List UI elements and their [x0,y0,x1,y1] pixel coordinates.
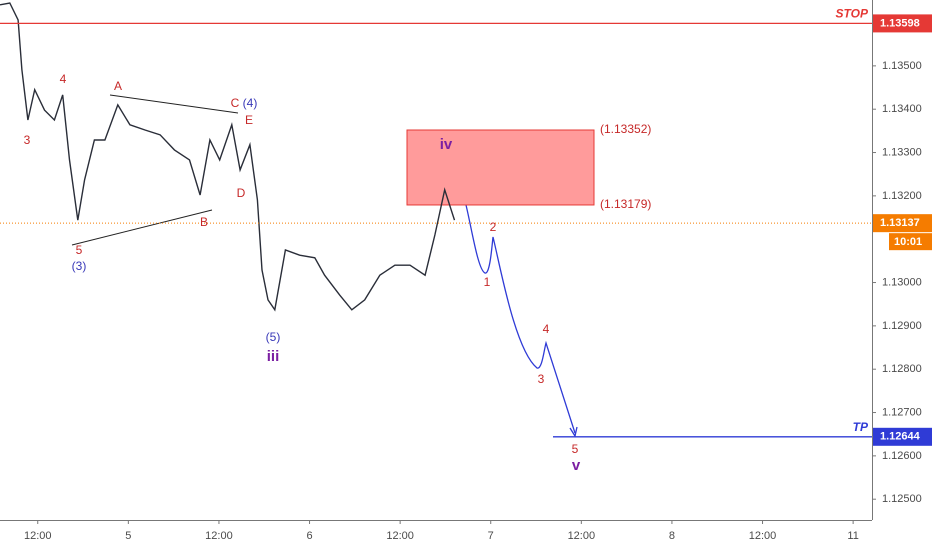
wave-label: 2 [490,220,497,234]
x-tick-label: 6 [306,530,312,542]
wave-label: 5 [76,243,83,257]
y-tick-label: 1.13500 [882,60,922,72]
wave-label: A [114,79,122,93]
y-tick-label: 1.12500 [882,493,922,505]
x-tick-label: 12:00 [24,530,52,542]
countdown-label: 10:01 [894,236,922,248]
wave-label: B [200,215,208,229]
x-tick-label: 12:00 [205,530,233,542]
y-tick-label: 1.12700 [882,406,922,418]
level-label: 1.13598 [880,17,920,29]
level-name: STOP [836,7,869,21]
y-tick-label: 1.13000 [882,276,922,288]
last-price-box [873,214,932,233]
level-box [873,14,932,33]
wave-label: (5) [266,330,281,344]
last-price-label: 1.13137 [880,217,920,229]
x-tick-label: 12:00 [386,530,414,542]
level-label: 1.12644 [880,431,921,443]
trend-line [109,94,239,114]
countdown-box [889,233,932,251]
x-tick-label: 12:00 [568,530,596,542]
zone-top-label: (1.13352) [600,122,651,136]
wave-label: E [245,113,253,127]
wave-label: 4 [60,72,67,86]
wave-label: 3 [24,133,31,147]
wave-label: C [231,96,240,110]
wave-label: v [572,457,581,474]
wave-label: iv [440,136,453,153]
level-box [873,427,932,446]
wave-label: 1 [484,275,491,289]
x-tick-label: 5 [125,530,131,542]
wave-label: iii [267,348,280,365]
zone-bottom-label: (1.13179) [600,197,651,211]
trend-line [71,209,213,246]
wave-label: D [237,186,246,200]
wave-label: 4 [543,322,550,336]
forecast-arrow [569,426,578,438]
y-tick-label: 1.12800 [882,363,922,375]
wave-label: 5 [572,442,579,456]
x-tick-label: 11 [847,530,858,542]
wave-label: 3 [538,372,545,386]
forecast-path [465,204,576,434]
y-tick-label: 1.12600 [882,450,922,462]
level-name: TP [853,420,869,434]
wave-label: (3) [72,259,87,273]
x-tick-label: 7 [488,530,494,542]
y-tick-label: 1.13200 [882,190,922,202]
x-tick-label: 12:00 [749,530,777,542]
x-tick-label: 8 [669,530,675,542]
y-tick-label: 1.13300 [882,146,922,158]
y-tick-label: 1.12900 [882,320,922,332]
y-tick-label: 1.13400 [882,103,922,115]
target-zone [406,129,595,206]
wave-label: (4) [243,96,258,110]
price-line [0,2,456,312]
